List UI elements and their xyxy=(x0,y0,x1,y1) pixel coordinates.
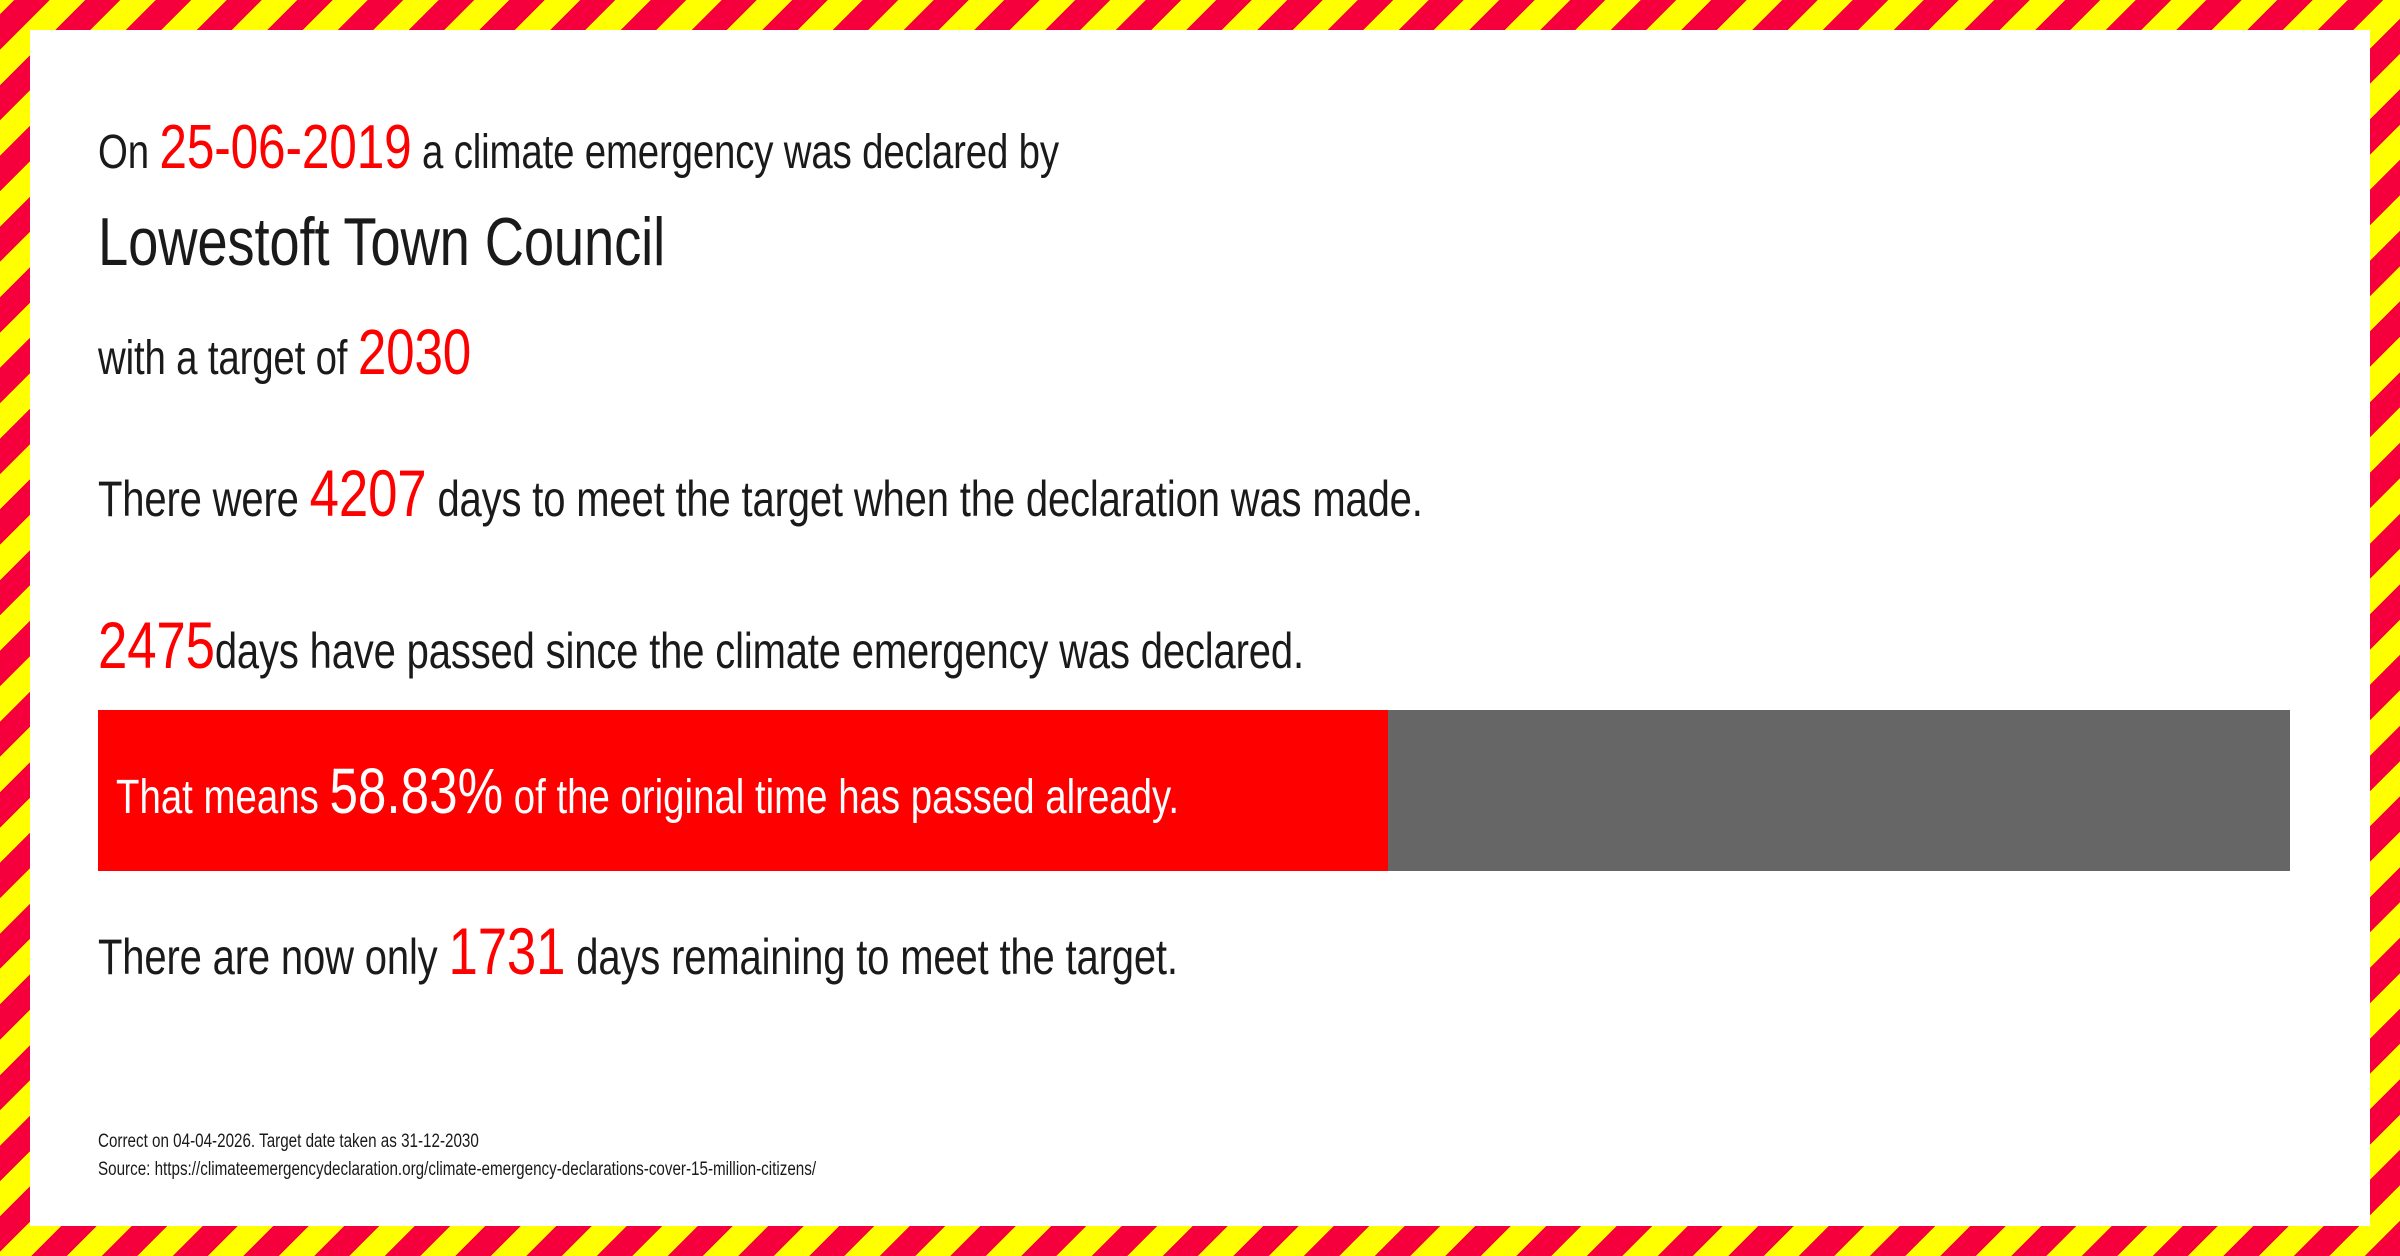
footer-source: Source: https://climateemergencydeclarat… xyxy=(98,1158,817,1180)
progress-prefix: That means xyxy=(116,770,330,824)
days-remaining-prefix: There are now only xyxy=(98,929,449,985)
days-to-target-value: 4207 xyxy=(309,456,427,530)
days-remaining-suffix: days remaining to meet the target. xyxy=(565,929,1178,985)
footer-correct-on: Correct on 04-04-2026. Target date taken… xyxy=(98,1131,479,1152)
progress-suffix: of the original time has passed already. xyxy=(503,770,1180,824)
days-passed-value: 2475 xyxy=(98,608,215,682)
time-elapsed-progress-bar: That means 58.83% of the original time h… xyxy=(98,710,2290,871)
progress-percent: 58.83% xyxy=(329,754,504,827)
days-passed-suffix: days have passed since the climate emerg… xyxy=(214,623,1304,679)
declaring-authority: Lowestoft Town Council xyxy=(98,203,807,281)
progress-bar-label: That means 58.83% of the original time h… xyxy=(116,710,1445,871)
footer-notes: Correct on 04-04-2026. Target date taken… xyxy=(98,1128,996,1183)
poster-card: On 25-06-2019 a climate emergency was de… xyxy=(30,30,2370,1226)
days-to-target-prefix: There were xyxy=(98,471,310,527)
days-remaining-statement: There are now only 1731 days remaining t… xyxy=(98,913,1448,989)
declaration-prefix: On xyxy=(98,126,160,179)
days-to-target-suffix: days to meet the target when the declara… xyxy=(426,471,1423,527)
progress-bar-fill xyxy=(98,710,1388,871)
declaration-suffix: a climate emergency was declared by xyxy=(411,126,1059,179)
days-to-target-statement: There were 4207 days to meet the target … xyxy=(98,455,1754,531)
declaring-authority-label: Lowestoft Town Council xyxy=(98,204,665,280)
target-year: 2030 xyxy=(357,316,472,388)
target-statement: with a target of 2030 xyxy=(98,315,564,389)
target-prefix: with a target of xyxy=(98,332,358,385)
days-passed-statement: 2475days have passed since the climate e… xyxy=(98,607,1605,683)
declaration-date: 25-06-2019 xyxy=(159,113,412,182)
days-remaining-value: 1731 xyxy=(448,914,566,988)
declaration-statement: On 25-06-2019 a climate emergency was de… xyxy=(98,112,1299,183)
